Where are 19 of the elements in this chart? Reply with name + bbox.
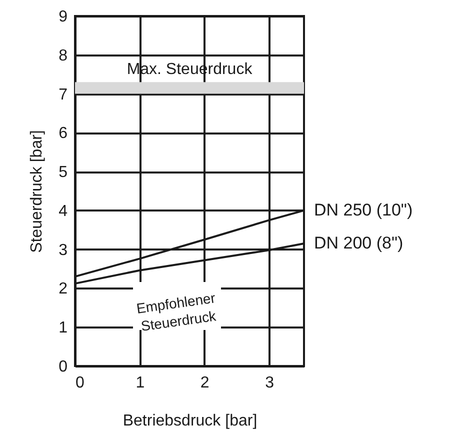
x-tick-label: 1: [136, 374, 145, 392]
y-tick-label: 5: [58, 164, 68, 182]
y-tick-label: 3: [58, 242, 68, 259]
y-tick-label: 6: [58, 125, 68, 142]
y-tick-label: 0: [58, 358, 68, 376]
y-tick-label: 1: [58, 320, 68, 337]
y-axis-title: Steuerdruck [bar]: [28, 130, 46, 253]
x-tick-label: 0: [76, 374, 84, 392]
x-axis-title: Betriebsdruck [bar]: [122, 412, 258, 430]
x-tick-label: 2: [200, 374, 210, 392]
y-tick-label: 2: [58, 280, 68, 298]
y-tick-label: 8: [58, 47, 68, 64]
y-tick-label: 9: [58, 8, 68, 26]
x-tick-label: 3: [265, 374, 274, 392]
annotation: Empfohlener Steuerdruck: [135, 290, 218, 334]
series-label: DN 200 (8"): [314, 234, 404, 252]
y-tick-label: 7: [58, 86, 68, 104]
y-tick-label: 4: [58, 202, 68, 220]
series-label: DN 250 (10"): [314, 200, 413, 220]
